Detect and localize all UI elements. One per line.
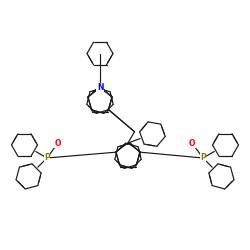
Text: P: P (200, 154, 206, 162)
Text: O: O (189, 138, 195, 147)
Text: P: P (44, 154, 50, 162)
Text: N: N (97, 84, 103, 92)
Text: O: O (55, 138, 61, 147)
